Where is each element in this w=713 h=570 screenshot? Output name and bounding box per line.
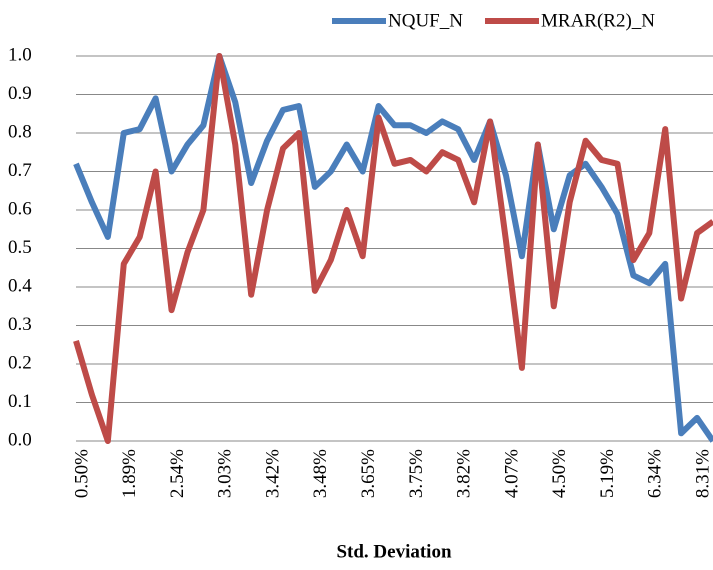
y-tick-label: 0.9	[8, 83, 32, 104]
x-tick-label: 8.31%	[692, 449, 713, 498]
y-tick-label: 0.8	[8, 121, 32, 142]
x-tick-label: 4.50%	[549, 449, 570, 498]
legend-label: NQUF_N	[388, 10, 463, 31]
x-tick-label: 0.50%	[71, 449, 92, 498]
y-tick-label: 0.3	[8, 314, 32, 335]
series-line	[73, 53, 713, 444]
y-tick-label: 0.2	[8, 352, 32, 373]
x-tick-label: 3.42%	[262, 449, 283, 498]
y-tick-label: 0.6	[8, 198, 32, 219]
series-line	[73, 53, 713, 443]
y-tick-label: 1.0	[8, 44, 32, 65]
x-tick-label: 2.54%	[167, 449, 188, 498]
y-tick-label: 0.7	[8, 160, 32, 181]
x-tick-label: 6.34%	[645, 449, 666, 498]
y-tick-label: 0.1	[8, 391, 32, 412]
x-tick-label: 3.03%	[215, 449, 236, 498]
x-tick-label: 4.07%	[501, 449, 522, 498]
x-tick-label: 3.48%	[310, 449, 331, 498]
x-tick-label: 5.19%	[597, 449, 618, 498]
x-tick-label: 3.82%	[454, 449, 475, 498]
x-tick-label: 3.65%	[358, 449, 379, 498]
x-axis-title: Std. Deviation	[336, 541, 452, 562]
y-tick-label: 0.5	[8, 237, 32, 258]
y-tick-label: 0.0	[8, 429, 32, 450]
x-tick-label: 3.75%	[406, 449, 427, 498]
y-tick-label: 0.4	[8, 275, 32, 296]
x-tick-label: 1.89%	[119, 449, 140, 498]
legend-label: MRAR(R2)_N	[541, 10, 655, 31]
